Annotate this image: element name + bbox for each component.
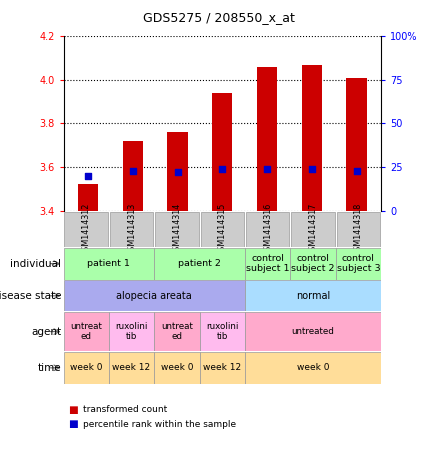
Text: patient 2: patient 2 (178, 259, 221, 268)
Text: GSM1414316: GSM1414316 (263, 202, 272, 256)
Bar (346, 77, 367, 211)
Text: ■: ■ (68, 405, 78, 415)
Text: week 12: week 12 (113, 363, 151, 372)
Bar (246, 212, 290, 247)
Text: untreated: untreated (292, 327, 335, 336)
Point (174, 169, 181, 176)
Bar (201, 212, 244, 247)
Bar (154, 312, 200, 351)
Text: percentile rank within the sample: percentile rank within the sample (83, 420, 237, 429)
Bar (109, 312, 154, 351)
Text: GSM1414317: GSM1414317 (308, 202, 318, 256)
Text: ■: ■ (68, 419, 78, 429)
Text: GSM1414313: GSM1414313 (127, 202, 136, 256)
Bar (200, 352, 245, 384)
Point (85, 172, 92, 179)
Text: normal: normal (296, 291, 330, 301)
Text: week 0: week 0 (297, 363, 329, 372)
Text: week 0: week 0 (70, 363, 102, 372)
Bar (64, 280, 245, 311)
Point (219, 165, 226, 173)
Text: GSM1414315: GSM1414315 (218, 202, 227, 256)
Bar (245, 248, 290, 280)
Bar (64, 312, 109, 351)
Text: control
subject 1: control subject 1 (246, 254, 290, 273)
Text: transformed count: transformed count (83, 405, 167, 414)
Text: alopecia areata: alopecia areata (117, 291, 192, 301)
Bar (302, 65, 322, 211)
Text: GSM1414318: GSM1414318 (354, 202, 363, 256)
Bar (109, 352, 154, 384)
Bar (64, 212, 108, 247)
Text: GSM1414314: GSM1414314 (173, 202, 181, 256)
Bar (336, 212, 380, 247)
Text: patient 1: patient 1 (88, 259, 131, 268)
Text: week 12: week 12 (203, 363, 241, 372)
Bar (336, 248, 381, 280)
Text: week 0: week 0 (161, 363, 193, 372)
Text: ruxolini
tib: ruxolini tib (115, 322, 148, 341)
Text: GSM1414312: GSM1414312 (82, 202, 91, 256)
Text: time: time (38, 363, 61, 373)
Bar (110, 212, 153, 247)
Bar (291, 212, 335, 247)
Bar (212, 93, 232, 211)
Text: ruxolini
tib: ruxolini tib (206, 322, 238, 341)
Point (264, 165, 271, 173)
Bar (290, 248, 336, 280)
Bar (245, 280, 381, 311)
Bar (155, 212, 199, 247)
Bar (64, 248, 154, 280)
Text: untreat
ed: untreat ed (161, 322, 193, 341)
Text: untreat
ed: untreat ed (70, 322, 102, 341)
Point (129, 167, 136, 174)
Point (353, 167, 360, 174)
Point (308, 165, 315, 173)
Text: individual: individual (11, 259, 61, 269)
Bar (123, 141, 143, 211)
Text: agent: agent (31, 327, 61, 337)
Bar (245, 312, 381, 351)
Bar (257, 67, 277, 211)
Text: GDS5275 / 208550_x_at: GDS5275 / 208550_x_at (143, 11, 295, 24)
Bar (167, 132, 187, 211)
Bar (64, 352, 109, 384)
Bar (154, 248, 245, 280)
Text: control
subject 3: control subject 3 (336, 254, 380, 273)
Text: disease state: disease state (0, 291, 61, 301)
Bar (78, 184, 98, 211)
Text: control
subject 2: control subject 2 (291, 254, 335, 273)
Bar (245, 352, 381, 384)
Bar (200, 312, 245, 351)
Bar (154, 352, 200, 384)
